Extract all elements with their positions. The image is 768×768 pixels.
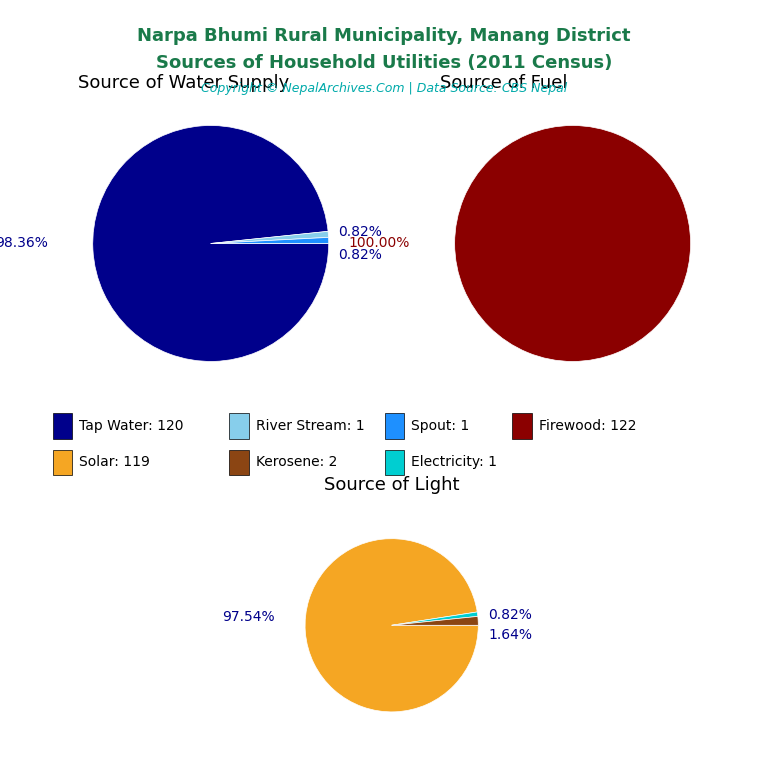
Text: Source of Fuel: Source of Fuel <box>440 74 568 91</box>
Text: Spout: 1: Spout: 1 <box>412 419 470 432</box>
Text: 100.00%: 100.00% <box>349 237 410 250</box>
Text: Source of Water Supply: Source of Water Supply <box>78 74 290 91</box>
Text: 1.64%: 1.64% <box>488 628 532 643</box>
Text: Firewood: 122: Firewood: 122 <box>538 419 636 432</box>
Bar <box>52 412 72 439</box>
Wedge shape <box>305 538 478 712</box>
Text: Solar: 119: Solar: 119 <box>79 455 151 469</box>
Text: Electricity: 1: Electricity: 1 <box>412 455 498 469</box>
Title: Source of Light: Source of Light <box>324 475 459 494</box>
Bar <box>229 449 249 475</box>
Text: 97.54%: 97.54% <box>222 610 274 624</box>
Wedge shape <box>93 125 329 362</box>
Text: Narpa Bhumi Rural Municipality, Manang District: Narpa Bhumi Rural Municipality, Manang D… <box>137 27 631 45</box>
Text: River Stream: 1: River Stream: 1 <box>256 419 365 432</box>
Text: Tap Water: 120: Tap Water: 120 <box>79 419 184 432</box>
Text: 0.82%: 0.82% <box>488 608 532 622</box>
Text: Sources of Household Utilities (2011 Census): Sources of Household Utilities (2011 Cen… <box>156 54 612 71</box>
Bar <box>511 412 531 439</box>
Wedge shape <box>210 237 329 243</box>
Bar <box>229 412 249 439</box>
Bar <box>385 449 405 475</box>
Bar <box>385 412 405 439</box>
Text: Copyright © NepalArchives.Com | Data Source: CBS Nepal: Copyright © NepalArchives.Com | Data Sou… <box>201 82 567 95</box>
Wedge shape <box>392 612 478 625</box>
Text: 0.82%: 0.82% <box>338 248 382 262</box>
Wedge shape <box>210 231 329 243</box>
Bar <box>52 449 72 475</box>
Text: 0.82%: 0.82% <box>338 225 382 239</box>
Text: 98.36%: 98.36% <box>0 237 48 250</box>
Text: Kerosene: 2: Kerosene: 2 <box>256 455 337 469</box>
Wedge shape <box>392 617 478 625</box>
Wedge shape <box>455 125 690 362</box>
